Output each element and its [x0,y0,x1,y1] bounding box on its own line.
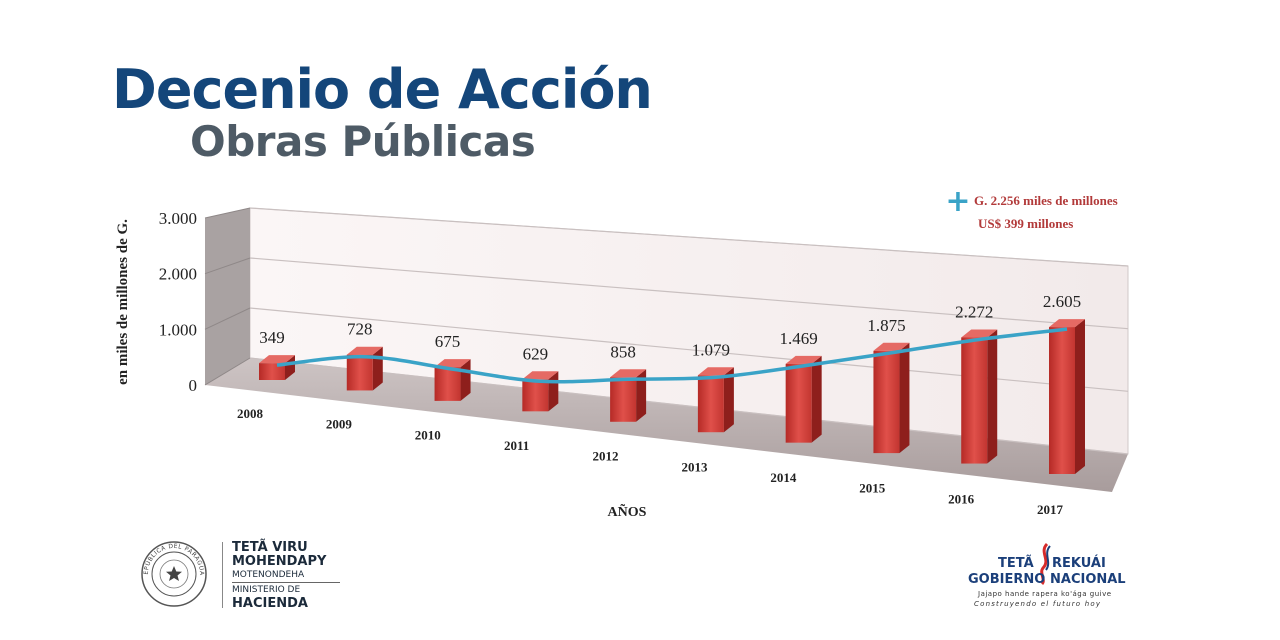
x-tick-label: 2009 [326,417,353,432]
bar-front [434,367,461,401]
bar-side [1075,319,1085,474]
gridline [204,207,251,219]
gov-tagline1: Jajapo hande rapera ko'ága guive [978,590,1112,598]
value-label: 2.272 [955,302,993,321]
y-tick-label: 0 [189,376,198,395]
bar-front [259,363,285,380]
value-label: 1.469 [780,329,818,348]
divider [222,542,223,608]
bar [259,355,295,380]
bar [346,346,383,391]
gridline [204,357,251,386]
value-labels: 349 728 675 629 858 1.079 1.469 1.875 2.272 2.605 [259,292,1081,363]
bar [522,371,559,412]
bar [1049,319,1085,474]
page-subtitle: Obras Públicas [190,117,536,166]
y-axis-label: en miles de millones de G. [115,219,131,385]
gov-word-nacional: NACIONAL [1050,572,1126,587]
x-tick-label: 2010 [415,427,441,442]
seal-icon: REPÚBLICA DEL PARAGUAY [140,540,207,607]
chart-bars [259,319,1085,474]
bar-side [723,367,734,433]
ministry-line5: HACIENDA [232,596,308,611]
bar [697,367,734,433]
divider [232,582,340,583]
gov-word-teta: TETÃ [998,556,1034,571]
bar-side [899,342,910,454]
value-label: 2.605 [1043,292,1081,311]
bar-side [285,355,295,380]
bar-top [610,369,647,378]
gridline [204,307,251,330]
bar-front [961,337,988,464]
x-tick-label: 2014 [770,470,797,485]
bar-side [811,355,822,443]
bar [785,355,822,443]
value-label: 858 [610,342,636,361]
annotation-line2: US$ 399 millones [978,216,1073,231]
value-label: 728 [347,320,373,339]
bar-side [636,369,647,422]
bar-front [522,379,549,412]
page-title: Decenio de Acción [112,58,653,121]
bar-front [346,354,373,391]
ministry-line1: TETÃ VIRU [232,540,308,555]
value-label: 1.875 [867,316,905,335]
bar [610,369,647,422]
ministry-line2: MOHENDAPY [232,554,327,569]
x-tick-label: 2015 [859,481,886,496]
y-tick-label: 2.000 [159,265,197,284]
ministry-logo: REPÚBLICA DEL PARAGUAY TETÃ VIRU MOHENDA… [140,540,350,612]
value-label: 675 [435,332,461,351]
bar-top [522,371,559,380]
x-tick-label: 2013 [681,459,708,474]
bar-front [873,350,900,454]
bar-front [610,377,637,422]
bar-top [346,346,383,355]
bar [873,342,910,454]
value-label: 1.079 [692,340,730,359]
bar-side [987,329,998,464]
y-tick-label: 3.000 [159,209,197,228]
value-label: 629 [523,344,549,363]
bar [961,329,998,464]
gridline [249,257,1129,330]
ministry-line4: MINISTERIO DE [232,585,301,595]
bar-top [259,355,295,364]
value-label: 349 [259,328,285,347]
gridline [249,207,1129,267]
annotation: + G. 2.256 miles de millones US$ 399 mil… [945,184,1117,231]
bar-front [1049,327,1075,474]
gov-word-gobierno: GOBIERNO [968,572,1046,587]
annotation-line1: G. 2.256 miles de millones [974,193,1118,208]
bar-chart: 349 728 675 629 858 1.079 1.469 1.875 2.272 2.605… [115,184,1129,520]
ministry-line3: MOTENONDEHA [232,570,305,580]
trend-line [276,327,1068,384]
bar-front [697,375,724,433]
x-axis-label: AÑOS [608,502,647,520]
gov-tagline2: Construyendo el futuro hoy [974,600,1102,608]
bar-top [785,355,822,364]
y-tick-labels: 0 1.000 2.000 3.000 [159,209,197,395]
x-tick-label: 2016 [948,491,975,506]
plus-icon: + [945,184,970,219]
bar-top [697,367,734,376]
bar-top [961,329,998,338]
x-tick-label: 2008 [237,406,264,421]
x-tick-label: 2011 [504,438,529,453]
bar-top [873,342,910,351]
flag-ribbon-icon [1040,542,1051,586]
x-tick-label: 2012 [593,449,619,464]
gridline [204,257,251,275]
x-tick-label: 2017 [1037,502,1064,517]
x-tick-labels: 2008 2009 2010 2011 2012 2013 2014 2015 2016 2017 [237,406,1064,517]
bar-top [1049,319,1085,328]
government-logo: TETÃ REKUÁI GOBIERNO NACIONAL Jajapo han… [960,540,1150,612]
y-tick-label: 1.000 [159,320,197,339]
bar-top [434,359,471,368]
bar-front [785,363,812,443]
side-wall [205,208,250,385]
gov-word-rekuai: REKUÁI [1052,556,1106,571]
